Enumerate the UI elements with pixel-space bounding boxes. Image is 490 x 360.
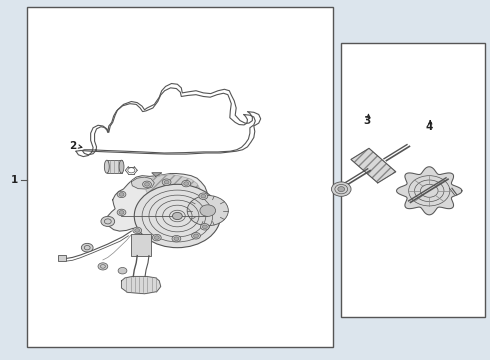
Text: 2: 2 xyxy=(69,141,76,151)
Bar xyxy=(131,234,151,256)
Ellipse shape xyxy=(104,160,109,173)
Circle shape xyxy=(201,194,206,198)
Polygon shape xyxy=(131,177,154,189)
Circle shape xyxy=(199,193,208,199)
Circle shape xyxy=(117,191,126,198)
Circle shape xyxy=(174,237,179,240)
Circle shape xyxy=(119,211,124,214)
Circle shape xyxy=(200,224,209,230)
Text: 3: 3 xyxy=(363,116,370,126)
Ellipse shape xyxy=(119,160,124,173)
Text: 4: 4 xyxy=(425,122,433,132)
Polygon shape xyxy=(351,148,396,183)
Circle shape xyxy=(162,179,171,185)
Circle shape xyxy=(152,234,161,241)
Circle shape xyxy=(172,235,181,242)
Circle shape xyxy=(192,233,200,239)
Circle shape xyxy=(338,186,344,192)
Polygon shape xyxy=(146,175,200,200)
Polygon shape xyxy=(396,167,462,215)
Circle shape xyxy=(134,184,220,248)
Circle shape xyxy=(202,225,207,229)
Text: 1: 1 xyxy=(11,175,18,185)
Polygon shape xyxy=(152,173,162,176)
Circle shape xyxy=(164,180,169,184)
Circle shape xyxy=(331,182,351,196)
Circle shape xyxy=(117,209,126,216)
Circle shape xyxy=(154,236,159,239)
Circle shape xyxy=(81,243,93,252)
Circle shape xyxy=(194,234,198,238)
Circle shape xyxy=(172,212,182,220)
Circle shape xyxy=(145,183,149,186)
Circle shape xyxy=(119,193,124,196)
Polygon shape xyxy=(122,276,161,294)
Circle shape xyxy=(143,181,151,188)
Bar xyxy=(58,255,66,261)
Polygon shape xyxy=(107,174,210,238)
Bar xyxy=(341,43,485,317)
Circle shape xyxy=(133,227,142,234)
Bar xyxy=(107,160,122,173)
Circle shape xyxy=(118,267,127,274)
Circle shape xyxy=(184,182,189,185)
Circle shape xyxy=(187,195,228,226)
Bar xyxy=(27,7,333,347)
Circle shape xyxy=(98,263,108,270)
Circle shape xyxy=(182,180,191,187)
Circle shape xyxy=(101,216,115,226)
Circle shape xyxy=(200,205,216,216)
Circle shape xyxy=(135,229,140,232)
